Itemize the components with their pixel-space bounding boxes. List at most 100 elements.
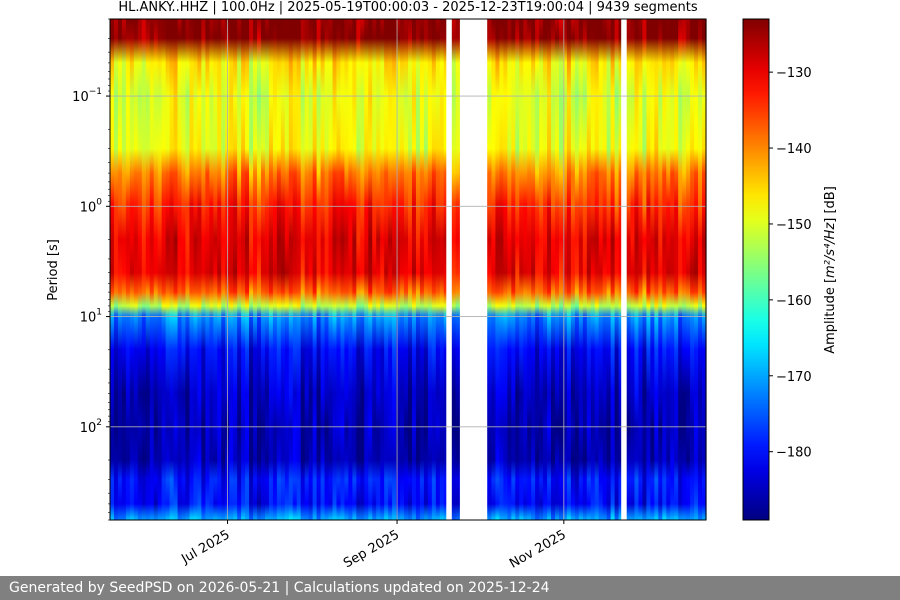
heatmap-column — [316, 19, 322, 520]
heatmap-column — [157, 19, 163, 520]
heatmap-column — [404, 19, 409, 520]
colorbar-tick-label: −130 — [776, 66, 812, 81]
footer-text: Generated by SeedPSD on 2026-05-21 | Cal… — [9, 580, 550, 596]
heatmap-column — [149, 19, 155, 520]
heatmap-column — [129, 19, 135, 520]
heatmap-column — [280, 19, 286, 520]
colorbar-tick-label: −160 — [776, 294, 812, 309]
heatmap-column — [439, 19, 445, 520]
heatmap-column — [539, 19, 544, 520]
heatmap-column — [642, 19, 647, 520]
heatmap-column — [694, 19, 699, 520]
heatmap-column — [594, 19, 600, 520]
x-tick-label: Jul 2025 — [178, 527, 232, 567]
heatmap-column — [388, 19, 393, 520]
footer-bar: Generated by SeedPSD on 2026-05-21 | Cal… — [0, 576, 900, 600]
heatmap-column — [535, 19, 540, 520]
heatmap-column — [324, 19, 330, 520]
heatmap-column — [411, 19, 417, 520]
heatmap-column — [495, 19, 500, 520]
heatmap-column — [507, 19, 512, 520]
heatmap-column — [658, 19, 663, 520]
heatmap-column — [197, 19, 202, 520]
heatmap-column — [674, 19, 679, 520]
heatmap-column — [253, 19, 258, 520]
heatmap-column — [344, 19, 349, 520]
heatmap-column — [121, 19, 127, 520]
heatmap-column — [336, 19, 342, 520]
heatmap-column — [638, 19, 644, 520]
heatmap-column — [630, 19, 636, 520]
heatmap-column — [384, 19, 389, 520]
heatmap-column — [515, 19, 520, 520]
heatmap-column — [392, 19, 397, 520]
y-axis: 10−1 100 101 102 — [72, 18, 110, 521]
heatmap-column — [260, 19, 266, 520]
heatmap-column — [110, 19, 115, 520]
heatmap-column — [451, 19, 457, 520]
heatmap-column — [348, 19, 353, 520]
heatmap-column — [173, 19, 179, 520]
heatmap-column — [241, 19, 246, 520]
heatmap-column — [686, 19, 691, 520]
heatmap-column — [117, 19, 123, 520]
x-tick-label: Nov 2025 — [507, 527, 569, 571]
heatmap-column — [380, 19, 385, 520]
colorbar-tick-label: −180 — [776, 446, 812, 461]
heatmap-column — [300, 19, 306, 520]
y-tick-label: 101 — [80, 308, 102, 326]
heatmap-column — [543, 19, 548, 520]
heatmap-column — [296, 19, 302, 520]
heatmap-column — [558, 19, 564, 520]
heatmap-column — [237, 19, 242, 520]
heatmap-column — [654, 19, 659, 520]
heatmap-column — [455, 19, 461, 520]
y-tick-label: 102 — [80, 418, 102, 436]
heatmap-column — [161, 19, 167, 520]
heatmap-column — [614, 19, 620, 520]
heatmap-column — [304, 19, 310, 520]
heatmap-column — [221, 19, 226, 520]
heatmap-column — [419, 19, 425, 520]
heatmap-column — [272, 19, 278, 520]
x-axis: Jul 2025 Sep 2025 Nov 2025 — [178, 520, 569, 572]
chart-title: HL.ANKY..HHZ | 100.0Hz | 2025-05-19T00:0… — [118, 0, 698, 15]
heatmap-column — [165, 19, 171, 520]
heatmap-column — [352, 19, 357, 520]
heatmap-column — [590, 19, 596, 520]
heatmap-column — [141, 19, 147, 520]
heatmap-column — [570, 19, 576, 520]
y-axis-label: Period [s] — [46, 239, 61, 301]
heatmap-column — [503, 19, 508, 520]
heatmap-column — [133, 19, 139, 520]
heatmap-column — [360, 19, 365, 520]
heatmap-column — [566, 19, 572, 520]
heatmap-column — [551, 19, 556, 520]
heatmap-column — [511, 19, 516, 520]
heatmap-column — [292, 19, 298, 520]
heatmap-column — [408, 19, 413, 520]
heatmap-column — [249, 19, 254, 520]
heatmap-column — [610, 19, 616, 520]
heatmap-column — [598, 19, 604, 520]
plot-area — [110, 19, 707, 520]
colorbar-label: Amplitude [m²/s⁴/Hz] [dB] — [823, 186, 838, 354]
heatmap-column — [233, 19, 238, 520]
heatmap-column — [618, 19, 624, 520]
heatmap-column — [276, 19, 282, 520]
heatmap-column — [634, 19, 640, 520]
heatmap-column — [201, 19, 206, 520]
y-tick-label: 100 — [80, 197, 103, 215]
heatmap-column — [189, 19, 195, 520]
heatmap-column — [670, 19, 675, 520]
heatmap-column — [356, 19, 361, 520]
heatmap-column — [626, 19, 632, 520]
heatmap-column — [177, 19, 183, 520]
heatmap-column — [662, 19, 667, 520]
heatmap-column — [562, 19, 568, 520]
heatmap-column — [527, 19, 532, 520]
heatmap-column — [257, 19, 262, 520]
heatmap-column — [205, 19, 210, 520]
heatmap-column — [217, 19, 222, 520]
heatmap-column — [193, 19, 199, 520]
